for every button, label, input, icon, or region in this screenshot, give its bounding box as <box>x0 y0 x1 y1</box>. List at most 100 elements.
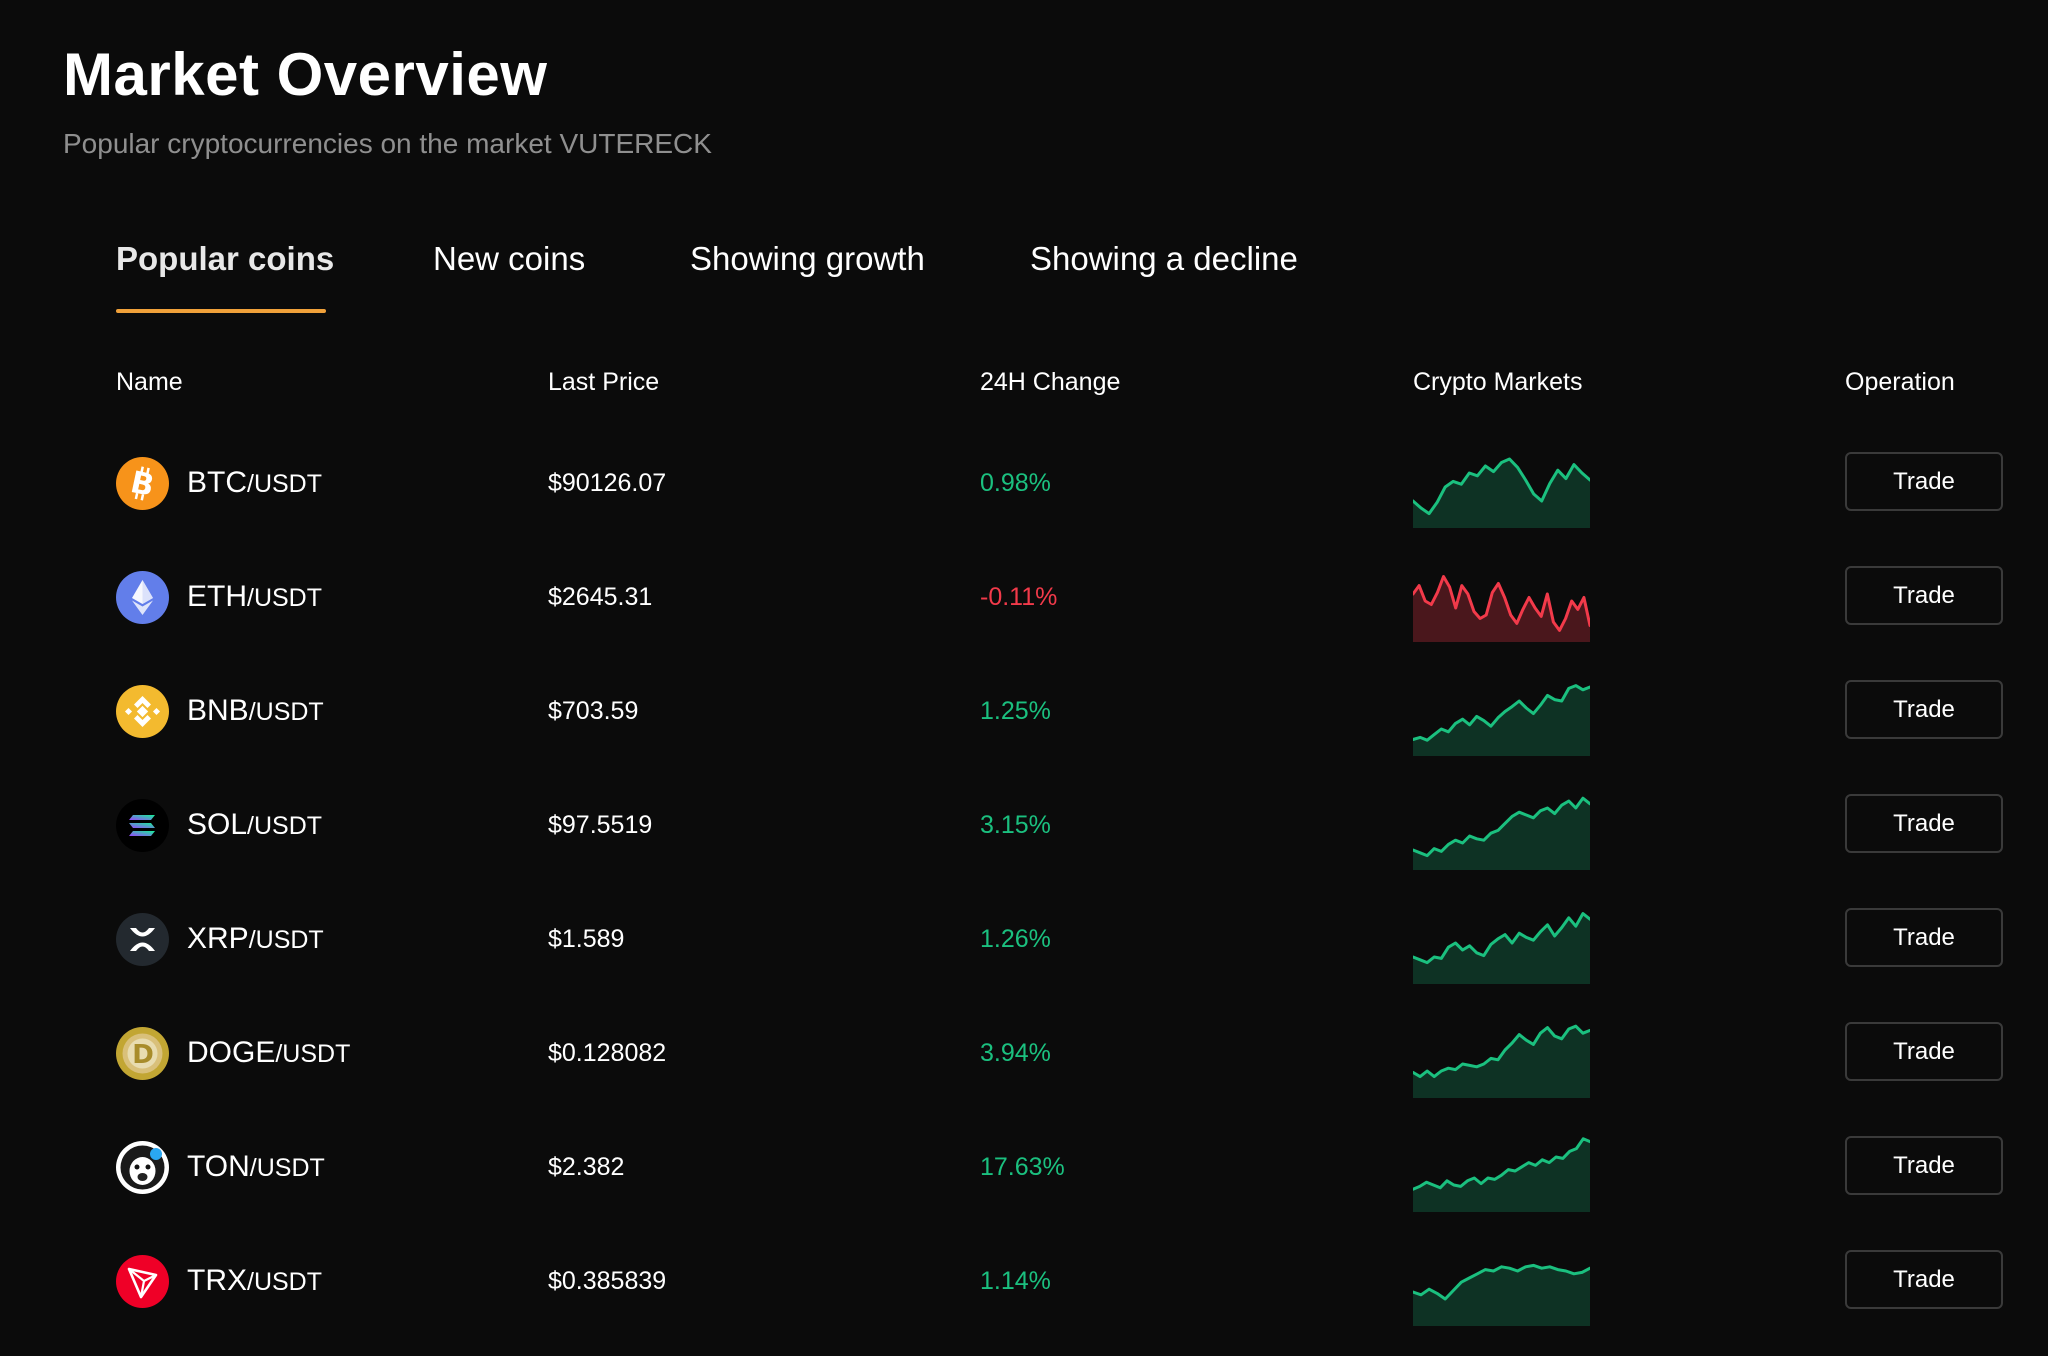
bnb-icon <box>116 685 169 738</box>
coin-quote-symbol: /USDT <box>247 584 322 612</box>
coin-quote-symbol: /USDT <box>247 1268 322 1296</box>
svg-text:D: D <box>132 1040 154 1070</box>
trade-button[interactable]: Trade <box>1845 1250 2003 1309</box>
sparkline-line <box>1411 1263 1592 1301</box>
coin-pair[interactable]: XRP/USDT <box>187 922 324 956</box>
tab-showing-growth[interactable]: Showing growth <box>690 240 925 277</box>
column-header-24h-change: 24H Change <box>980 368 1121 396</box>
sparkline-line <box>1411 912 1592 965</box>
coin-base-symbol: TON <box>187 1150 250 1183</box>
sparkline-line <box>1411 457 1592 516</box>
active-tab-indicator <box>116 309 326 313</box>
sparkline-chart <box>1411 1130 1592 1212</box>
column-header-operation: Operation <box>1845 368 1955 396</box>
table-row[interactable]: SOL/USDT $97.5519 3.15% Trade <box>0 770 2048 884</box>
change-24h: 1.14% <box>980 1267 1051 1295</box>
coin-pair[interactable]: SOL/USDT <box>187 808 322 842</box>
coin-quote-symbol: /USDT <box>247 812 323 840</box>
change-24h: 17.63% <box>980 1153 1065 1181</box>
last-price: $2.382 <box>548 1153 625 1181</box>
table-row[interactable]: ETH/USDT $2645.31 -0.11% Trade <box>0 542 2048 656</box>
coin-base-symbol: BNB <box>187 694 249 727</box>
coin-base-symbol: XRP <box>187 922 249 955</box>
trade-button[interactable]: Trade <box>1845 908 2003 967</box>
coin-base-symbol: ETH <box>187 580 247 613</box>
coin-pair[interactable]: TON/USDT <box>187 1150 325 1184</box>
last-price: $97.5519 <box>548 811 653 839</box>
table-row[interactable]: TRX/USDT $0.385839 1.14% Trade <box>0 1226 2048 1340</box>
trade-button[interactable]: Trade <box>1845 452 2003 511</box>
sparkline-chart <box>1411 1016 1592 1098</box>
bitcoin-icon: B <box>116 457 169 510</box>
sparkline-line <box>1411 684 1592 742</box>
table-row[interactable]: TON/USDT $2.382 17.63% Trade <box>0 1112 2048 1226</box>
sparkline-line <box>1411 1137 1592 1191</box>
coin-base-symbol: BTC <box>187 466 247 499</box>
tab-showing-decline[interactable]: Showing a decline <box>1030 240 1298 277</box>
change-24h: 1.25% <box>980 697 1051 725</box>
column-header-crypto-markets: Crypto Markets <box>1413 368 1583 396</box>
trade-button[interactable]: Trade <box>1845 566 2003 625</box>
sparkline-line <box>1411 1024 1592 1079</box>
last-price: $1.589 <box>548 925 625 953</box>
table-row[interactable]: B BTC/USDT $90126.07 0.98% Trade <box>0 428 2048 542</box>
solana-icon <box>116 799 169 852</box>
sparkline-chart <box>1411 446 1592 528</box>
coin-base-symbol: TRX <box>187 1264 247 1297</box>
last-price: $0.128082 <box>548 1039 667 1067</box>
change-24h: -0.11% <box>980 583 1058 611</box>
xrp-icon <box>116 913 169 966</box>
column-header-last-price: Last Price <box>548 368 660 396</box>
trade-button[interactable]: Trade <box>1845 794 2003 853</box>
sparkline-area <box>1413 798 1590 870</box>
page-subtitle: Popular cryptocurrencies on the market V… <box>63 128 712 159</box>
ethereum-icon <box>116 571 169 624</box>
tab-new-coins[interactable]: New coins <box>433 240 586 277</box>
table-row[interactable]: XRP/USDT $1.589 1.26% Trade <box>0 884 2048 998</box>
sparkline-line <box>1411 796 1592 858</box>
coin-base-symbol: SOL <box>187 808 248 841</box>
change-24h: 3.94% <box>980 1039 1051 1067</box>
last-price: $0.385839 <box>548 1267 667 1295</box>
sparkline-area <box>1413 576 1590 642</box>
page-title: Market Overview <box>63 41 548 108</box>
table-row[interactable]: BNB/USDT $703.59 1.25% Trade <box>0 656 2048 770</box>
sparkline-line <box>1411 575 1592 632</box>
coin-pair[interactable]: BTC/USDT <box>187 466 322 500</box>
sparkline-area <box>1413 913 1590 984</box>
trade-button[interactable]: Trade <box>1845 680 2003 739</box>
coin-quote-symbol: /USDT <box>248 926 324 954</box>
coin-quote-symbol: /USDT <box>275 1040 351 1068</box>
change-24h: 1.26% <box>980 925 1051 953</box>
sparkline-chart <box>1411 902 1592 984</box>
tron-icon <box>116 1255 169 1308</box>
sparkline-chart <box>1411 674 1592 756</box>
coin-pair[interactable]: DOGE/USDT <box>187 1036 350 1070</box>
change-24h: 0.98% <box>980 469 1051 497</box>
last-price: $703.59 <box>548 697 639 725</box>
tab-popular-coins[interactable]: Popular coins <box>116 240 335 277</box>
sparkline-area <box>1413 1265 1590 1326</box>
coin-pair[interactable]: TRX/USDT <box>187 1264 322 1298</box>
sparkline-area <box>1413 685 1590 756</box>
sparkline-chart <box>1411 788 1592 870</box>
last-price: $90126.07 <box>548 469 667 497</box>
coin-base-symbol: DOGE <box>187 1036 276 1069</box>
column-header-name: Name <box>116 368 183 396</box>
sparkline-chart <box>1411 560 1592 642</box>
table-row[interactable]: D DOGE/USDT $0.128082 3.94% Trade <box>0 998 2048 1112</box>
trade-button[interactable]: Trade <box>1845 1022 2003 1081</box>
coin-pair[interactable]: ETH/USDT <box>187 580 322 614</box>
sparkline-area <box>1413 1026 1590 1098</box>
sparkline-chart <box>1411 1244 1592 1326</box>
coin-pair[interactable]: BNB/USDT <box>187 694 324 728</box>
last-price: $2645.31 <box>548 583 653 611</box>
coin-quote-symbol: /USDT <box>248 698 324 726</box>
sparkline-area <box>1413 459 1590 528</box>
dogecoin-icon: D <box>116 1027 169 1080</box>
coin-quote-symbol: /USDT <box>249 1154 325 1182</box>
coin-quote-symbol: /USDT <box>247 470 322 498</box>
change-24h: 3.15% <box>980 811 1051 839</box>
toncoin-icon <box>116 1141 169 1194</box>
trade-button[interactable]: Trade <box>1845 1136 2003 1195</box>
